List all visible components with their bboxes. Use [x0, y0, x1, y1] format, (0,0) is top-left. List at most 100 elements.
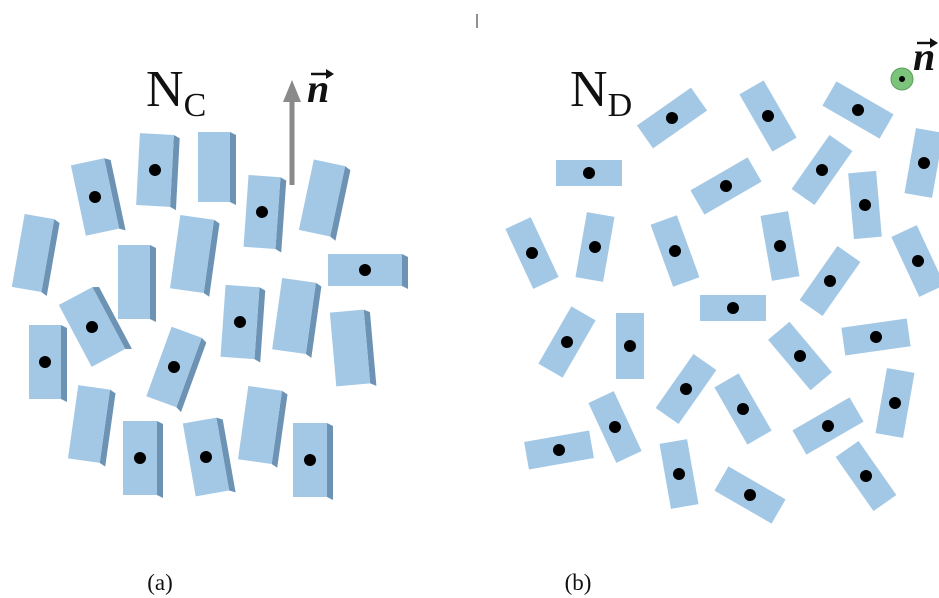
caption-b: (b) [565, 570, 592, 595]
panel-a-block-3 [243, 174, 287, 253]
panel-a-block-side [363, 309, 377, 386]
panel-a-block-dot [86, 321, 98, 333]
panel-a-block-side [275, 177, 287, 253]
panel-b-block-1 [636, 87, 708, 149]
panel-b-block-21 [588, 391, 642, 463]
panel-a-block-face [68, 385, 110, 463]
panel-b-block-dot [774, 240, 786, 252]
panel-b-block-8 [505, 217, 559, 289]
panel-a-block-face [272, 277, 316, 355]
panel-a-block-12 [329, 309, 377, 387]
panel-b-block-dot [859, 199, 871, 211]
panel-a-block-17 [182, 417, 236, 497]
panel-b-block-25 [659, 439, 699, 509]
panel-a-block-side [150, 245, 156, 322]
panel-b-block-20 [714, 373, 772, 445]
panel-a-block-dot [359, 264, 371, 276]
panel-b-block-dot [816, 164, 828, 176]
panel-a-block-face [118, 245, 150, 319]
director-symbol-a: n [307, 66, 329, 111]
panel-b-block-dot [609, 421, 621, 433]
panel-a-block-side [254, 287, 266, 363]
panel-b-block-dot [669, 245, 681, 257]
panel-a-block-side [230, 132, 236, 205]
panel-b-block-22 [792, 397, 864, 455]
panel-b-block-dot [583, 167, 595, 179]
panel-b-block-2 [739, 80, 797, 152]
panel-b-block-dot [561, 336, 573, 348]
panel-b-block-dot [762, 110, 774, 122]
panel-a-block-face [329, 309, 371, 387]
panel-b-block-18 [841, 318, 911, 356]
panel-a-block-side [99, 389, 116, 467]
panel-b-block-dot [589, 241, 601, 253]
panel-a-block-18 [238, 385, 288, 468]
panel-b-block-17 [768, 321, 832, 391]
phase-label-b: ND [570, 61, 632, 124]
panel-a-block-side [157, 421, 163, 498]
panel-a-block-side [176, 337, 207, 413]
director-arrow-a [283, 80, 301, 185]
panel-b-block-dot [673, 468, 685, 480]
panel-b-block-9 [575, 212, 615, 282]
panel-b-block-dot [794, 350, 806, 362]
panel-b-block-dot [553, 444, 565, 456]
panel-a-block-19 [293, 423, 333, 500]
panel-a-block-face [238, 385, 282, 465]
panel-a-block-dot [89, 191, 101, 203]
panel-a-block-dot [304, 454, 316, 466]
panel-a-block-side [327, 423, 333, 500]
panel-b-block-7 [848, 170, 882, 240]
panel-a-block-side [61, 325, 67, 402]
panel-b-block-dot [727, 302, 739, 314]
panel-a-block-dot [168, 361, 180, 373]
panel-a-columnar-nematic: NC n (a) [11, 61, 408, 595]
panel-b-block-0 [556, 160, 622, 186]
panel-a-block-dot [234, 316, 246, 328]
panel-a-block-face [11, 213, 55, 293]
panel-b-block-dot [526, 247, 538, 259]
panel-a-block-7 [170, 214, 220, 297]
panel-b-block-dot [624, 340, 636, 352]
phase-label-b-main: N [570, 61, 608, 118]
panel-a-block-16 [123, 421, 163, 498]
blocks-group-b [505, 80, 939, 524]
panel-b-block-dot [744, 489, 756, 501]
panel-b-block-4 [904, 128, 939, 198]
panel-a-block-dot [200, 451, 212, 463]
panel-b-block-dot [918, 157, 930, 169]
panel-a-block-face [170, 214, 214, 294]
panel-a-block-dot [134, 452, 146, 464]
panel-b-block-10 [650, 215, 700, 287]
panel-a-block-1 [136, 133, 180, 211]
panel-a-block-side [305, 282, 322, 358]
panel-a-block-dot [256, 206, 268, 218]
panel-a-block-15 [68, 385, 116, 467]
director-label-b: n [913, 34, 938, 79]
panel-a-block-2 [198, 132, 236, 205]
panel-a-block-side [203, 219, 220, 297]
panel-a-block-side [271, 390, 288, 468]
panel-a-block-8 [328, 254, 408, 289]
panel-b-block-24 [524, 430, 594, 470]
panel-b-block-16 [616, 313, 644, 379]
panel-b-block-15 [538, 306, 596, 378]
director-out-of-plane-icon [890, 67, 914, 91]
panel-a-block-side [402, 254, 408, 289]
panel-b-block-6 [791, 134, 853, 206]
panel-b-block-5 [690, 157, 762, 215]
panel-a-block-dot [149, 164, 161, 176]
panel-b-block-dot [852, 104, 864, 116]
panel-b-block-dot [870, 331, 882, 343]
panel-a-block-side [104, 158, 126, 231]
panel-b-block-26 [714, 466, 786, 524]
panel-a-block-9 [58, 287, 132, 367]
phase-label-a-sub: C [184, 87, 207, 124]
blocks-group-a [11, 132, 408, 500]
panel-a-block-face [198, 132, 230, 202]
panel-b-block-3 [822, 81, 894, 139]
panel-a-block-4 [298, 159, 351, 241]
panel-a-block-10 [220, 284, 266, 363]
panel-b-block-27 [835, 440, 897, 512]
